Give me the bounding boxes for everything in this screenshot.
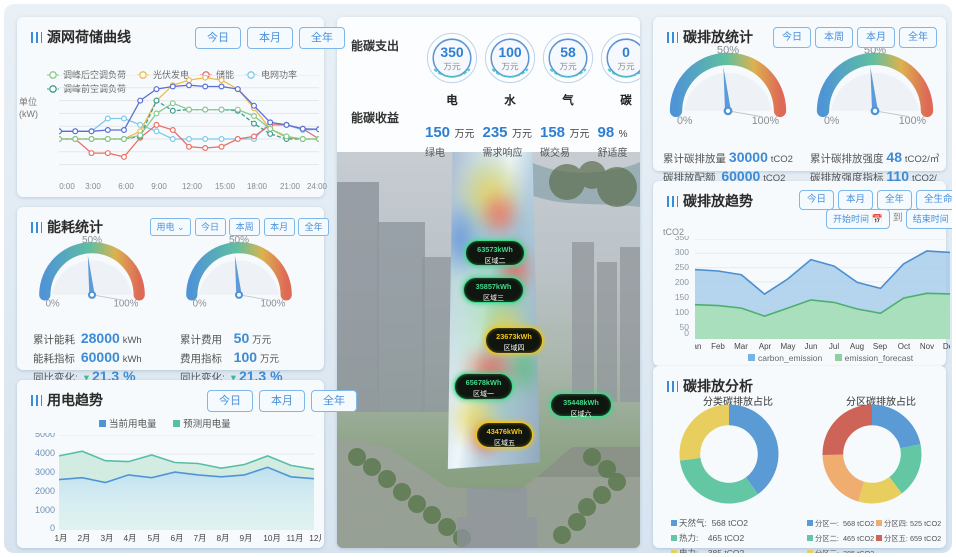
svg-text:Jun: Jun <box>805 342 818 351</box>
svg-text:(kW): (kW) <box>19 109 38 119</box>
svg-text:1月: 1月 <box>55 533 67 543</box>
svg-text:250: 250 <box>675 262 689 272</box>
svg-text:5月: 5月 <box>148 533 161 543</box>
svg-text:3:00: 3:00 <box>85 182 101 191</box>
svg-text:100: 100 <box>498 44 522 60</box>
svg-text:3000: 3000 <box>35 467 55 477</box>
svg-text:万元: 万元 <box>443 62 461 72</box>
svg-text:Feb: Feb <box>711 342 725 351</box>
svg-text:9月: 9月 <box>240 533 253 543</box>
svg-text:Mar: Mar <box>734 342 748 351</box>
svg-text:0: 0 <box>684 328 689 336</box>
svg-text:9:00: 9:00 <box>151 182 167 191</box>
svg-text:350: 350 <box>675 236 689 242</box>
svg-text:May: May <box>780 342 795 351</box>
svg-text:100: 100 <box>675 307 689 317</box>
svg-text:50%: 50% <box>229 235 249 246</box>
svg-text:3月: 3月 <box>101 533 114 543</box>
svg-text:4000: 4000 <box>35 448 55 458</box>
svg-text:24:00: 24:00 <box>307 182 328 191</box>
svg-text:2月: 2月 <box>78 533 91 543</box>
svg-text:Dec: Dec <box>943 342 950 351</box>
svg-text:6:00: 6:00 <box>118 182 134 191</box>
svg-text:350: 350 <box>440 44 464 60</box>
svg-text:7月: 7月 <box>194 533 207 543</box>
svg-text:300: 300 <box>675 247 689 257</box>
svg-text:21:00: 21:00 <box>280 182 301 191</box>
svg-text:58: 58 <box>560 44 576 60</box>
svg-text:5000: 5000 <box>35 433 55 439</box>
svg-text:11月: 11月 <box>287 533 304 543</box>
svg-text:100%: 100% <box>752 115 780 127</box>
svg-text:100%: 100% <box>114 299 139 310</box>
svg-text:15:00: 15:00 <box>215 182 236 191</box>
svg-text:Sep: Sep <box>873 342 888 351</box>
svg-text:万元: 万元 <box>559 62 577 72</box>
svg-text:12月: 12月 <box>309 533 321 543</box>
svg-text:Nov: Nov <box>920 342 934 351</box>
svg-text:10月: 10月 <box>263 533 281 543</box>
svg-text:0%: 0% <box>677 115 693 127</box>
svg-text:150: 150 <box>675 292 689 302</box>
svg-text:8月: 8月 <box>217 533 230 543</box>
svg-text:Jul: Jul <box>829 342 839 351</box>
svg-text:100%: 100% <box>261 299 286 310</box>
svg-text:万元: 万元 <box>501 62 519 72</box>
svg-text:Apr: Apr <box>759 342 772 351</box>
svg-text:Aug: Aug <box>850 342 864 351</box>
svg-text:0%: 0% <box>824 115 840 127</box>
svg-text:18:00: 18:00 <box>247 182 268 191</box>
svg-text:2000: 2000 <box>35 486 55 496</box>
svg-text:0%: 0% <box>193 299 207 310</box>
svg-text:Jan: Jan <box>695 342 701 351</box>
svg-text:单位: 单位 <box>19 96 37 107</box>
svg-text:100%: 100% <box>899 115 927 127</box>
svg-text:0%: 0% <box>46 299 60 310</box>
svg-text:12:00: 12:00 <box>182 182 203 191</box>
svg-text:4月: 4月 <box>124 533 137 543</box>
svg-text:6月: 6月 <box>171 533 184 543</box>
svg-text:万元: 万元 <box>617 62 635 72</box>
svg-text:200: 200 <box>675 277 689 287</box>
svg-text:1000: 1000 <box>35 505 55 515</box>
svg-text:0: 0 <box>622 44 630 60</box>
svg-text:0:00: 0:00 <box>59 182 75 191</box>
svg-text:Oct: Oct <box>898 342 911 351</box>
